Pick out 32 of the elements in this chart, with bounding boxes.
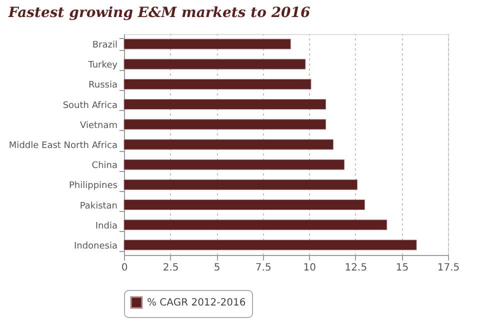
x-tick-label: 7.5 xyxy=(255,262,272,274)
y-tick-label: India xyxy=(95,221,118,232)
y-tick-label: China xyxy=(92,161,118,172)
bar xyxy=(124,38,291,50)
x-tick-label: 12.5 xyxy=(344,262,368,274)
bar xyxy=(124,200,365,210)
y-tick-label: Indonesia xyxy=(74,241,118,252)
bar xyxy=(124,139,334,150)
x-tick-label: 0 xyxy=(121,262,128,274)
y-tick-label: Middle East North Africa xyxy=(8,141,118,151)
legend-label: % CAGR 2012-2016 xyxy=(147,298,246,308)
y-tick-label: Pakistan xyxy=(80,201,118,212)
bar xyxy=(124,99,326,110)
bar xyxy=(124,240,417,250)
y-tick-label: Philippines xyxy=(69,181,118,192)
bar xyxy=(124,220,388,230)
y-tick-label: Vietnam xyxy=(80,120,118,131)
y-tick-label: South Africa xyxy=(62,100,118,111)
bar xyxy=(124,179,358,190)
x-tick-label: 17.5 xyxy=(437,262,460,274)
y-tick-label: Turkey xyxy=(87,60,118,71)
chart-title: Fastest growing E&M markets to 2016 xyxy=(7,5,311,21)
bar xyxy=(124,119,326,130)
bar xyxy=(124,159,345,170)
y-tick-label: Brazil xyxy=(92,40,118,51)
x-tick-label: 5 xyxy=(214,262,220,274)
bar xyxy=(124,58,306,70)
bar xyxy=(124,78,312,90)
x-tick-label: 15 xyxy=(396,262,409,274)
x-tick-label: 2.5 xyxy=(162,262,179,274)
y-tick-label: Russia xyxy=(88,80,118,91)
x-tick-label: 10 xyxy=(303,262,316,274)
